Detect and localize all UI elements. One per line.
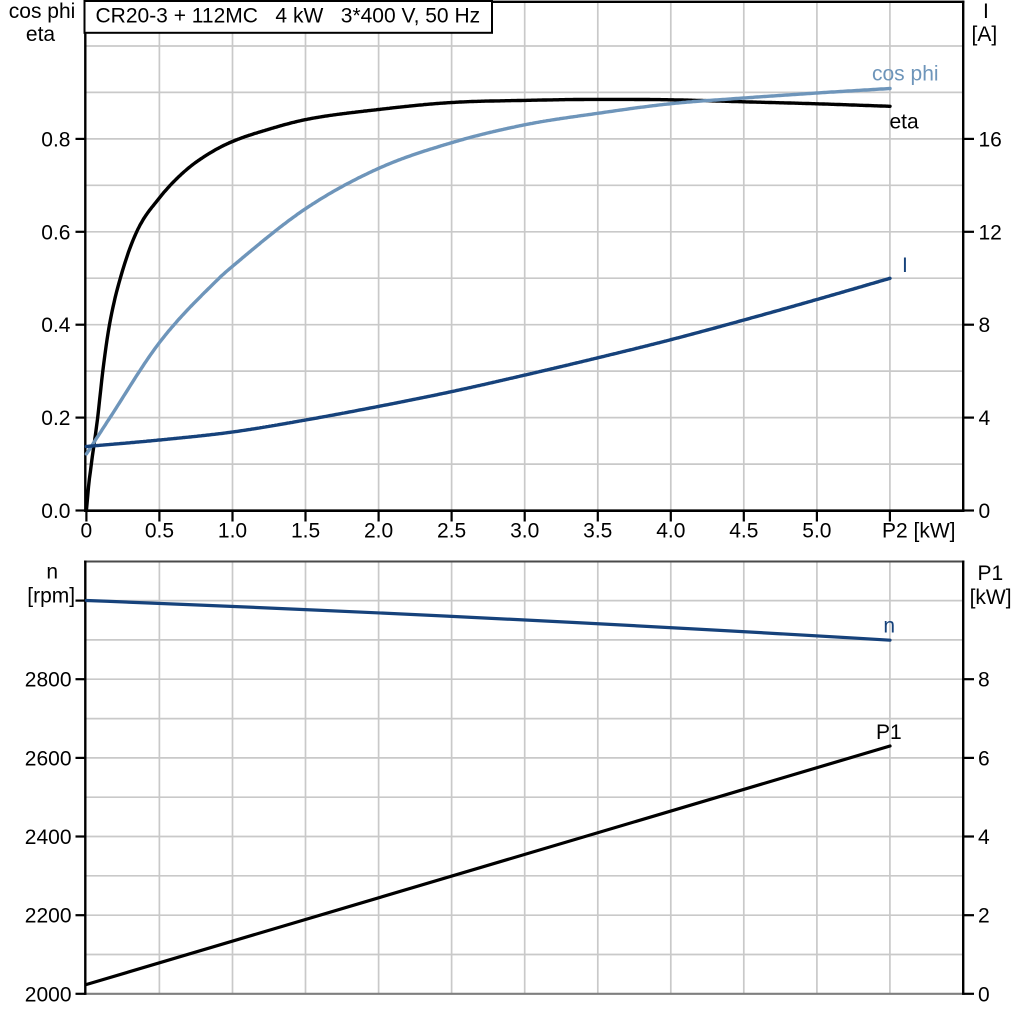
svg-text:[kW]: [kW] (970, 586, 1012, 609)
svg-text:0: 0 (979, 500, 991, 523)
svg-text:n: n (883, 615, 895, 638)
svg-text:cos phi: cos phi (872, 63, 939, 86)
svg-text:0.8: 0.8 (41, 128, 70, 151)
svg-text:P1: P1 (876, 721, 902, 744)
svg-text:n: n (46, 560, 58, 583)
svg-text:0: 0 (978, 983, 990, 1006)
svg-text:4.5: 4.5 (729, 520, 758, 543)
svg-text:0.2: 0.2 (41, 407, 70, 430)
svg-text:2800: 2800 (25, 669, 72, 692)
svg-text:16: 16 (979, 128, 1002, 151)
svg-text:eta: eta (890, 111, 920, 134)
svg-text:0.5: 0.5 (145, 520, 174, 543)
svg-text:4: 4 (978, 826, 990, 849)
svg-text:2: 2 (978, 905, 990, 928)
svg-text:2200: 2200 (25, 905, 72, 928)
svg-text:0.4: 0.4 (41, 314, 71, 337)
svg-text:2400: 2400 (25, 826, 72, 849)
svg-text:[A]: [A] (972, 23, 998, 46)
svg-text:0.0: 0.0 (41, 500, 70, 523)
svg-text:2600: 2600 (25, 747, 72, 770)
svg-text:3.5: 3.5 (583, 520, 612, 543)
svg-text:I: I (983, 0, 989, 23)
svg-text:3.0: 3.0 (510, 520, 539, 543)
svg-text:P1: P1 (978, 562, 1004, 585)
svg-text:6: 6 (978, 747, 990, 770)
svg-text:2.5: 2.5 (437, 520, 466, 543)
svg-text:8: 8 (978, 669, 990, 692)
svg-text:2000: 2000 (25, 983, 72, 1006)
svg-text:5.0: 5.0 (802, 520, 831, 543)
svg-text:8: 8 (979, 314, 991, 337)
svg-text:0: 0 (81, 520, 93, 543)
svg-text:CR20-3 + 112MC 4 kW 3*400: CR20-3 + 112MC 4 kW 3*400 V, 50 Hz (96, 4, 481, 27)
svg-text:1.0: 1.0 (218, 520, 247, 543)
svg-text:2.0: 2.0 (364, 520, 393, 543)
svg-text:[rpm]: [rpm] (27, 585, 75, 608)
svg-text:I: I (902, 254, 908, 277)
svg-text:eta: eta (26, 23, 56, 46)
svg-text:4: 4 (979, 407, 991, 430)
svg-text:0.6: 0.6 (41, 221, 70, 244)
svg-text:12: 12 (979, 221, 1002, 244)
svg-text:4.0: 4.0 (656, 520, 685, 543)
svg-text:P2 [kW]: P2 [kW] (882, 520, 956, 543)
svg-text:cos phi: cos phi (9, 0, 76, 23)
svg-text:1.5: 1.5 (291, 520, 320, 543)
